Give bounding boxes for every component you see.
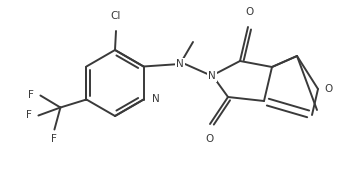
Text: F: F xyxy=(26,109,31,120)
Text: N: N xyxy=(176,59,184,69)
Text: F: F xyxy=(28,89,34,100)
Text: Cl: Cl xyxy=(111,11,121,21)
Text: N: N xyxy=(152,95,159,104)
Text: O: O xyxy=(245,7,253,17)
Text: O: O xyxy=(205,134,213,144)
Text: F: F xyxy=(52,134,57,143)
Text: N: N xyxy=(208,71,216,81)
Text: O: O xyxy=(324,84,332,94)
